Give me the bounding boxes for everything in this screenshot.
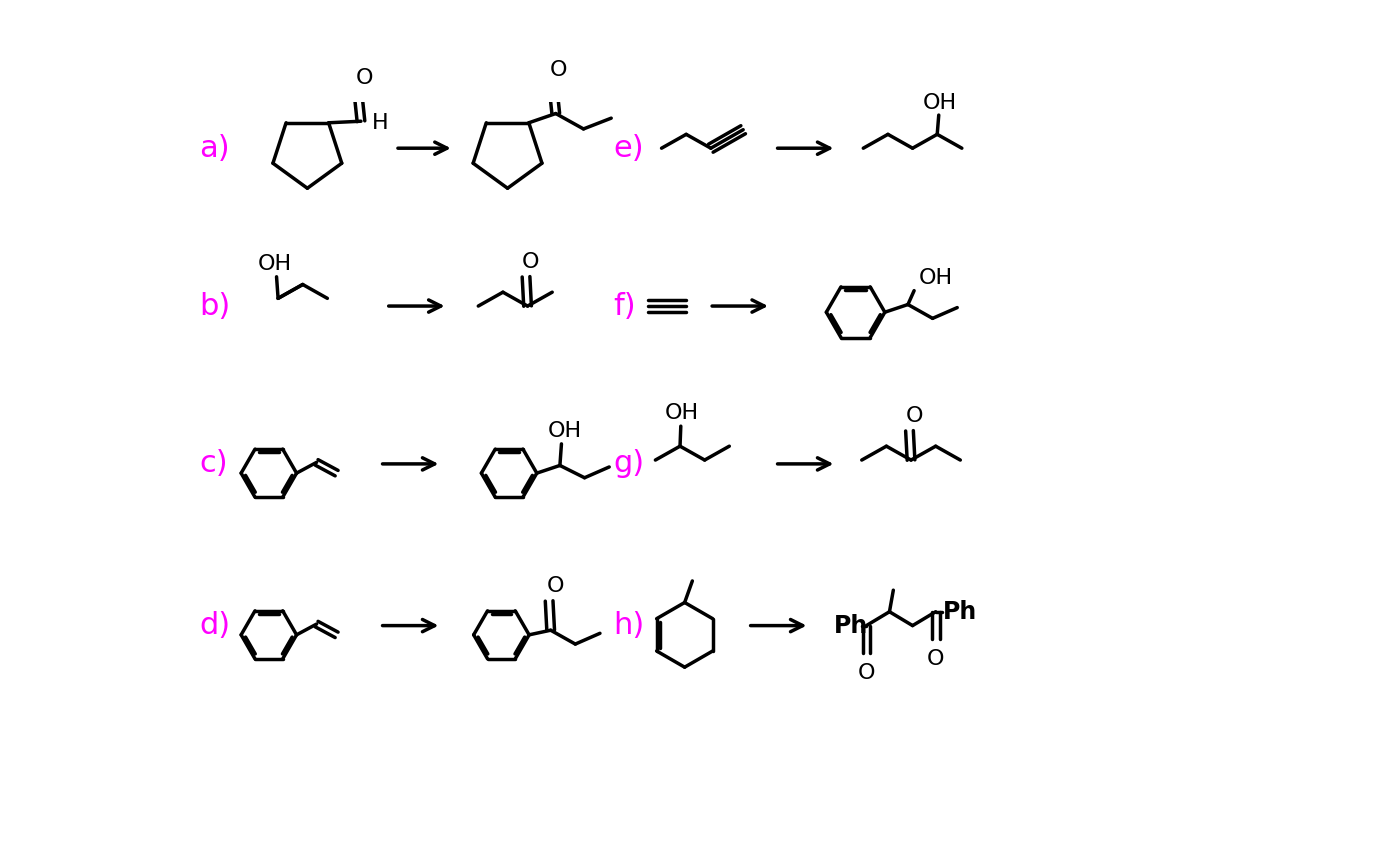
Text: O: O — [857, 662, 875, 683]
Text: b): b) — [200, 292, 230, 320]
Text: O: O — [906, 406, 923, 426]
Text: c): c) — [200, 450, 228, 479]
Text: OH: OH — [919, 268, 953, 287]
Text: h): h) — [613, 611, 645, 640]
Text: O: O — [522, 252, 539, 272]
Text: O: O — [356, 68, 373, 88]
Text: O: O — [547, 576, 564, 597]
Text: a): a) — [200, 133, 230, 162]
Text: O: O — [550, 60, 568, 81]
Text: g): g) — [613, 450, 644, 479]
Text: OH: OH — [923, 93, 958, 113]
Text: e): e) — [613, 133, 644, 162]
Text: OH: OH — [664, 403, 698, 423]
Text: d): d) — [200, 611, 230, 640]
Text: Ph: Ph — [944, 600, 977, 624]
Text: OH: OH — [258, 253, 292, 274]
Text: H: H — [371, 113, 388, 133]
Text: OH: OH — [547, 421, 582, 441]
Text: O: O — [927, 649, 945, 669]
Text: f): f) — [613, 292, 635, 320]
Text: Ph: Ph — [833, 614, 868, 638]
